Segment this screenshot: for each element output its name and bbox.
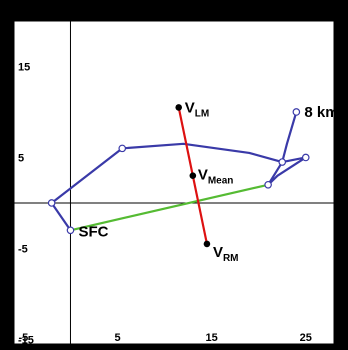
hodograph-marker bbox=[278, 158, 287, 166]
x-tick-label: 25 bbox=[300, 332, 312, 344]
plot-background bbox=[13, 20, 335, 345]
label-8km: 8 km bbox=[304, 104, 338, 121]
hodograph-marker bbox=[118, 144, 127, 153]
y-tick-label: 5 bbox=[18, 152, 24, 164]
shear-line bbox=[70, 183, 269, 232]
label-sfc: SFC bbox=[78, 223, 108, 240]
hodograph-marker bbox=[264, 180, 272, 189]
hodograph-marker bbox=[47, 199, 56, 207]
hodograph-marker bbox=[292, 108, 301, 116]
left-mover-point bbox=[175, 104, 183, 111]
right-mover-point bbox=[203, 240, 211, 248]
x-tick-label: -5 bbox=[19, 332, 29, 344]
label-v-rm: VRM bbox=[213, 244, 239, 264]
x-tick-label: 5 bbox=[114, 332, 120, 344]
y-tick-label: 15 bbox=[18, 61, 30, 73]
hodograph-marker bbox=[301, 153, 310, 162]
x-tick-label: 15 bbox=[206, 332, 218, 344]
label-v-lm: VLM bbox=[185, 99, 209, 119]
mean-wind-point bbox=[189, 172, 197, 179]
label-v-mean: VMean bbox=[198, 167, 234, 187]
y-tick-label: -5 bbox=[18, 243, 28, 255]
hodograph-marker bbox=[66, 226, 75, 235]
y-tick-label: -15 bbox=[18, 334, 34, 346]
